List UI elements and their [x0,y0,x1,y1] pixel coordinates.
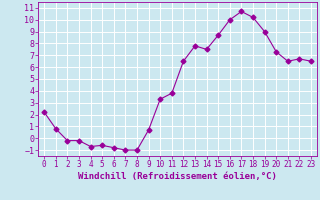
X-axis label: Windchill (Refroidissement éolien,°C): Windchill (Refroidissement éolien,°C) [78,172,277,181]
